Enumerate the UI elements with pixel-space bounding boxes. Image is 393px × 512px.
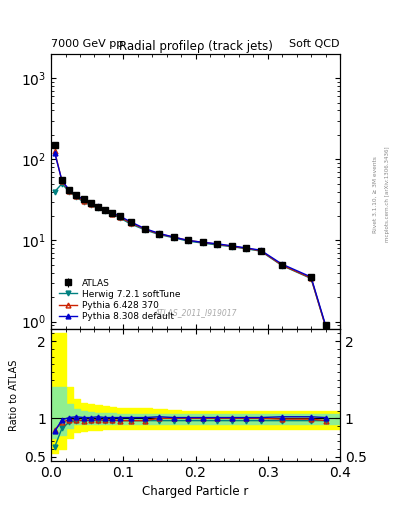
Herwig 7.2.1 softTune: [95, 205, 100, 211]
Herwig 7.2.1 softTune: [118, 215, 122, 221]
Pythia 6.428 370: [110, 210, 115, 217]
Legend: ATLAS, Herwig 7.2.1 softTune, Pythia 6.428 370, Pythia 8.308 default: ATLAS, Herwig 7.2.1 softTune, Pythia 6.4…: [55, 275, 184, 325]
Pythia 8.308 default: [128, 219, 133, 225]
Herwig 7.2.1 softTune: [229, 244, 234, 250]
Text: Rivet 3.1.10, ≥ 3M events: Rivet 3.1.10, ≥ 3M events: [373, 156, 378, 233]
Pythia 8.308 default: [309, 274, 314, 280]
Pythia 8.308 default: [143, 226, 147, 232]
Herwig 7.2.1 softTune: [81, 199, 86, 205]
Text: mcplots.cern.ch [arXiv:1306.3436]: mcplots.cern.ch [arXiv:1306.3436]: [385, 147, 389, 242]
Herwig 7.2.1 softTune: [280, 263, 285, 269]
Herwig 7.2.1 softTune: [67, 188, 72, 195]
Text: Soft QCD: Soft QCD: [290, 38, 340, 49]
Pythia 6.428 370: [88, 201, 93, 207]
Herwig 7.2.1 softTune: [60, 181, 64, 187]
Pythia 6.428 370: [67, 188, 72, 194]
Herwig 7.2.1 softTune: [200, 240, 205, 246]
Pythia 6.428 370: [60, 178, 64, 184]
Pythia 6.428 370: [258, 247, 263, 253]
Pythia 6.428 370: [95, 204, 100, 210]
Pythia 8.308 default: [258, 247, 263, 253]
Title: Radial profileρ (track jets): Radial profileρ (track jets): [119, 39, 272, 53]
Pythia 6.428 370: [143, 226, 147, 232]
Herwig 7.2.1 softTune: [52, 188, 57, 195]
Pythia 6.428 370: [229, 243, 234, 249]
Pythia 8.308 default: [186, 238, 191, 244]
Pythia 8.308 default: [244, 245, 248, 251]
Pythia 6.428 370: [118, 214, 122, 220]
Pythia 6.428 370: [128, 220, 133, 226]
Herwig 7.2.1 softTune: [74, 194, 79, 200]
Pythia 6.428 370: [103, 207, 108, 214]
Pythia 6.428 370: [74, 193, 79, 199]
Pythia 8.308 default: [171, 234, 176, 240]
Line: Pythia 6.428 370: Pythia 6.428 370: [52, 149, 328, 329]
Pythia 8.308 default: [81, 197, 86, 203]
Herwig 7.2.1 softTune: [323, 323, 328, 329]
Pythia 6.428 370: [186, 238, 191, 244]
Pythia 8.308 default: [103, 206, 108, 212]
Pythia 8.308 default: [110, 209, 115, 216]
Pythia 6.428 370: [215, 241, 220, 247]
Pythia 8.308 default: [229, 243, 234, 249]
Pythia 6.428 370: [200, 239, 205, 245]
Herwig 7.2.1 softTune: [309, 275, 314, 282]
Pythia 8.308 default: [200, 239, 205, 245]
Pythia 8.308 default: [88, 200, 93, 206]
Pythia 8.308 default: [280, 261, 285, 267]
Herwig 7.2.1 softTune: [143, 227, 147, 233]
Pythia 8.308 default: [52, 150, 57, 156]
Herwig 7.2.1 softTune: [258, 248, 263, 254]
Herwig 7.2.1 softTune: [157, 231, 162, 238]
Herwig 7.2.1 softTune: [215, 242, 220, 248]
Pythia 8.308 default: [323, 322, 328, 328]
Line: Herwig 7.2.1 softTune: Herwig 7.2.1 softTune: [52, 181, 328, 329]
Text: 7000 GeV pp: 7000 GeV pp: [51, 38, 123, 49]
Pythia 8.308 default: [157, 230, 162, 237]
Pythia 8.308 default: [118, 213, 122, 219]
Pythia 6.428 370: [244, 245, 248, 251]
Pythia 6.428 370: [323, 323, 328, 329]
Herwig 7.2.1 softTune: [88, 202, 93, 208]
Pythia 8.308 default: [67, 187, 72, 193]
Pythia 8.308 default: [74, 193, 79, 199]
Line: Pythia 8.308 default: Pythia 8.308 default: [52, 151, 328, 327]
Herwig 7.2.1 softTune: [110, 211, 115, 218]
Herwig 7.2.1 softTune: [244, 246, 248, 252]
X-axis label: Charged Particle r: Charged Particle r: [142, 485, 249, 498]
Pythia 6.428 370: [280, 262, 285, 268]
Pythia 6.428 370: [81, 198, 86, 204]
Herwig 7.2.1 softTune: [171, 234, 176, 241]
Pythia 6.428 370: [52, 148, 57, 155]
Pythia 8.308 default: [215, 241, 220, 247]
Pythia 6.428 370: [157, 231, 162, 237]
Text: ATLAS_2011_I919017: ATLAS_2011_I919017: [154, 308, 237, 317]
Y-axis label: Ratio to ATLAS: Ratio to ATLAS: [9, 359, 19, 431]
Herwig 7.2.1 softTune: [128, 221, 133, 227]
Pythia 8.308 default: [95, 203, 100, 209]
Pythia 6.428 370: [309, 275, 314, 281]
Herwig 7.2.1 softTune: [103, 208, 108, 214]
Pythia 8.308 default: [60, 177, 64, 183]
Herwig 7.2.1 softTune: [186, 238, 191, 244]
Pythia 6.428 370: [171, 234, 176, 240]
